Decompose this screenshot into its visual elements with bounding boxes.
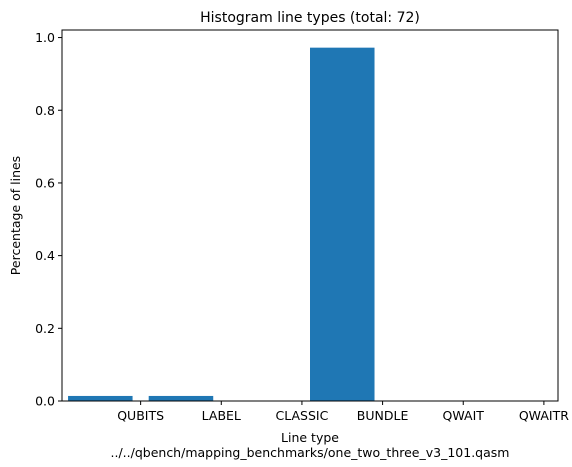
chart-title: Histogram line types (total: 72)	[200, 10, 420, 26]
x-tick-label: CLASSIC	[276, 408, 329, 423]
x-tick-label: QWAITR	[519, 408, 569, 423]
x-axis-label: Line type	[281, 430, 339, 445]
bar-0	[68, 395, 133, 401]
plot-frame	[61, 29, 559, 402]
x-tick-label: LABEL	[202, 408, 241, 423]
y-tick-label: 0.0	[35, 394, 55, 409]
y-tick-label: 0.2	[35, 321, 55, 336]
x-tick-label: QUBITS	[117, 408, 164, 423]
y-axis-label: Percentage of lines	[8, 156, 23, 275]
bar-1	[148, 395, 214, 401]
x-axis-file-path-label: ../../qbench/mapping_benchmarks/one_two_…	[111, 445, 510, 460]
y-tick-label: 1.0	[35, 30, 55, 45]
y-tick-label: 0.4	[35, 248, 55, 263]
y-tick-label: 0.8	[35, 103, 55, 118]
y-tick-label: 0.6	[35, 175, 55, 190]
y-axis-ticks: 0.0 0.2 0.4 0.6 0.8 1.0	[35, 30, 62, 409]
x-tick-label: BUNDLE	[357, 408, 409, 423]
x-axis-ticks: QUBITS LABEL CLASSIC BUNDLE QWAIT QWAITR	[117, 401, 569, 423]
axes-spines	[61, 29, 559, 402]
bars-group	[68, 47, 375, 401]
x-tick-label: QWAIT	[443, 408, 485, 423]
bar-3	[310, 47, 375, 401]
